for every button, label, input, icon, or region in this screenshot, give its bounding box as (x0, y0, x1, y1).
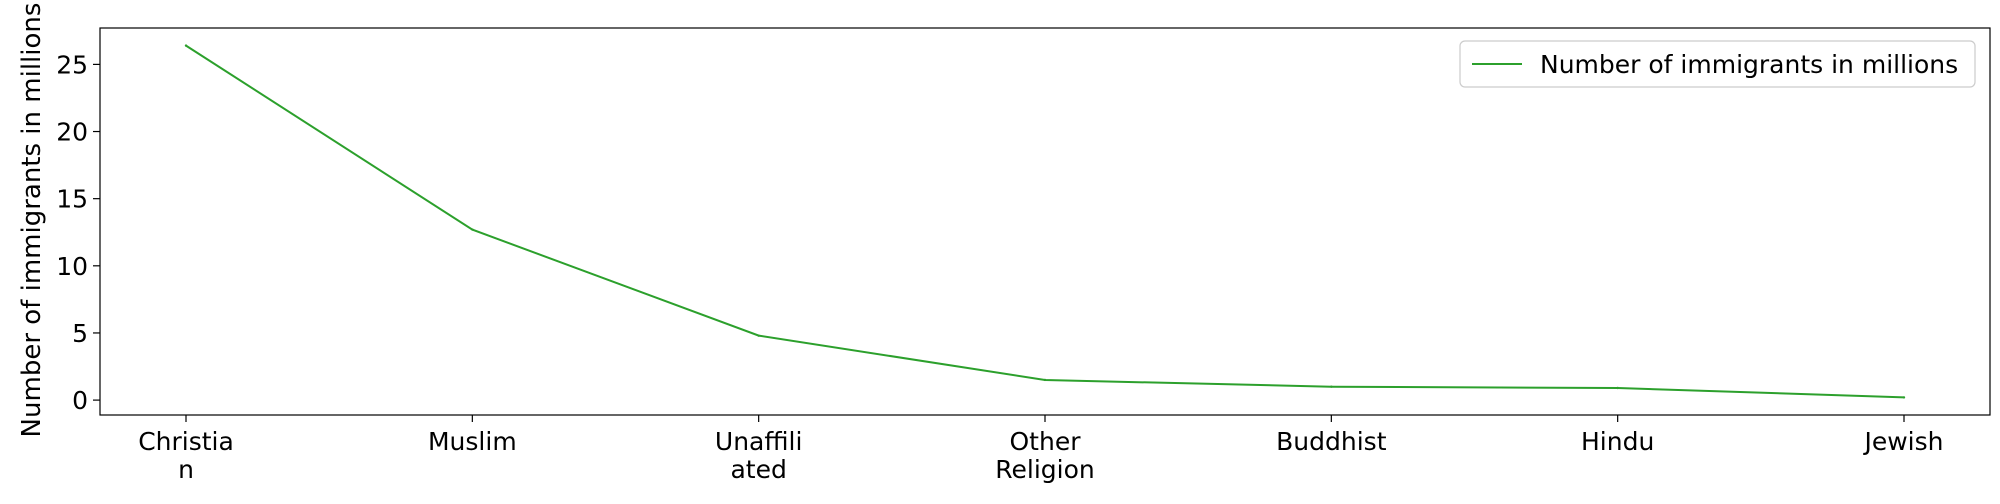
series-line (185, 44, 1905, 399)
x-tick-label: Christia n (138, 427, 234, 484)
x-tick-label: Other Religion (995, 427, 1094, 484)
data-point (184, 44, 188, 47)
data-point (471, 228, 474, 231)
data-point (1902, 396, 1906, 399)
legend-label: Number of immigrants in millions (1540, 50, 1958, 79)
x-tick-label: Jewish (1862, 427, 1943, 456)
x-tick-label: Unaffili ated (715, 427, 803, 484)
y-tick-label: 25 (56, 50, 88, 79)
legend-box (1459, 40, 1976, 88)
data-point (1616, 386, 1619, 390)
y-axis-label: Number of immigrants in millions (17, 3, 47, 438)
x-tick-label: Hindu (1581, 427, 1654, 456)
data-point (1330, 385, 1333, 388)
x-axis: Christia n Muslim Unaffili ated Other Religion… (138, 415, 1944, 484)
data-point (757, 334, 760, 337)
y-axis: 0 5 10 15 20 25 (56, 50, 100, 415)
y-tick-label: 10 (56, 252, 88, 281)
data-point (1043, 378, 1047, 382)
y-tick-label: 20 (56, 118, 88, 147)
y-tick-label: 15 (56, 185, 88, 214)
y-tick-label: 0 (72, 386, 88, 415)
legend: Number of immigrants in millions (1459, 40, 1976, 88)
y-tick-label: 5 (72, 319, 88, 348)
x-tick-label: Buddhist (1276, 427, 1387, 456)
x-tick-label: Muslim (428, 427, 517, 456)
